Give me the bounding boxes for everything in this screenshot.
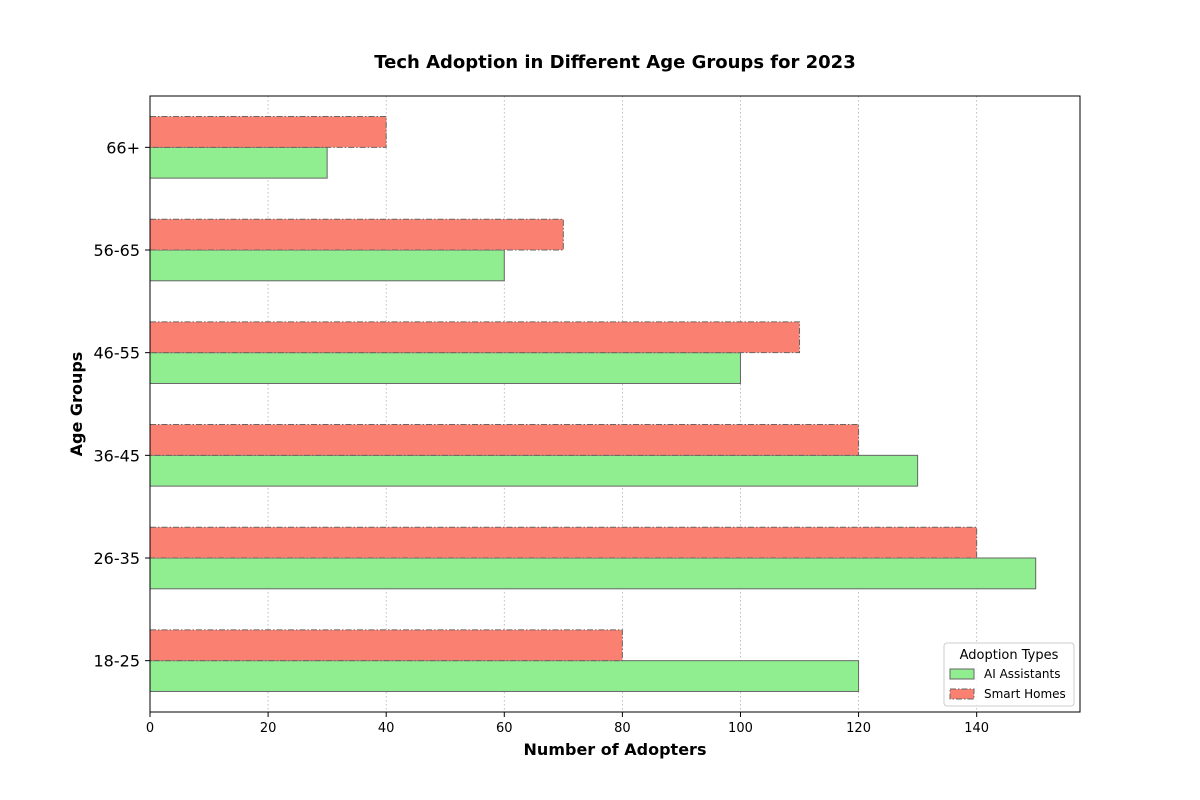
x-tick-label: 80 [614,721,631,736]
y-tick-label: 66+ [106,138,140,157]
bar-smart-homes [149,629,623,662]
y-tick-label: 46-55 [94,344,141,363]
legend-label: Smart Homes [984,687,1066,701]
y-tick-label: 26-35 [94,549,141,568]
legend-swatch-smart-homes [949,688,975,700]
chart-title: Tech Adoption in Different Age Groups fo… [374,52,855,73]
bar-ai-assistants [149,249,505,282]
legend-title: Adoption Types [960,648,1059,663]
x-tick-label: 100 [728,721,753,736]
bar-ai-assistants [149,454,919,487]
bar-ai-assistants [149,660,860,692]
y-tick-label: 36-45 [94,446,141,465]
legend-label: AI Assistants [984,667,1060,681]
bar-ai-assistants [149,352,741,384]
x-tick-label: 120 [846,721,871,736]
bar-ai-assistants [149,146,328,179]
bar-smart-homes [149,424,860,456]
bar-smart-homes [149,526,978,559]
plot-frame [149,95,1081,713]
y-axis-label: Age Groups [67,352,86,457]
legend: Adoption Types AI Assistants Smart Homes [943,642,1075,707]
y-tick-label: 18-25 [94,652,141,671]
y-tick-label: 56-65 [94,241,141,260]
x-axis-label: Number of Adopters [524,740,707,759]
legend-swatch-ai-assistants [949,668,975,680]
legend-box [943,642,1075,707]
plot-area: 0 20 40 60 80 100 120 140 18-25 26-35 36-45 46-55 56… [94,95,1081,736]
x-tick-label: 40 [378,721,395,736]
bar-smart-homes [149,116,387,148]
x-tick-label: 20 [260,721,277,736]
bar-smart-homes [149,218,564,251]
bar-smart-homes [149,321,801,354]
x-tick-label: 140 [964,721,989,736]
bar-ai-assistants [149,557,1037,590]
x-tick-label: 60 [496,721,513,736]
x-tick-label: 0 [146,721,154,736]
